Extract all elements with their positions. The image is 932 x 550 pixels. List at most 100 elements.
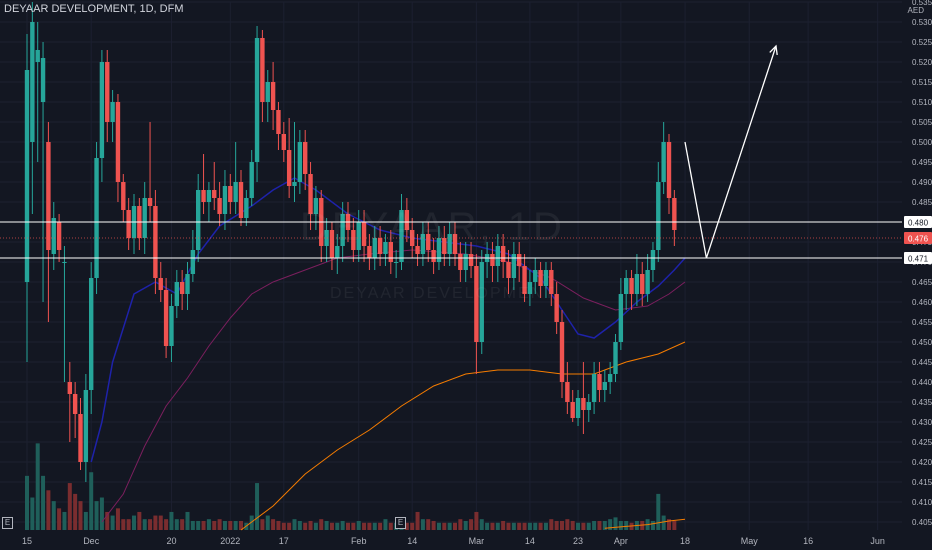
volume-bar	[78, 501, 83, 530]
candle-body	[313, 198, 319, 214]
volume-bar	[602, 520, 607, 530]
candle-body	[661, 142, 666, 182]
earnings-badge[interactable]: E	[395, 517, 406, 529]
volume-bar	[255, 483, 260, 530]
price-tick-label: 0.485	[912, 198, 932, 207]
time-tick-label: Jun	[870, 536, 885, 546]
volume-bar	[94, 501, 99, 530]
volume-bar	[132, 515, 136, 530]
candle-body	[447, 234, 452, 254]
candle-body	[377, 238, 383, 254]
candle-body	[468, 254, 474, 266]
candle-body	[217, 198, 222, 214]
volume-bar	[126, 519, 131, 530]
volume-bar	[570, 520, 575, 530]
symbol-title[interactable]: DEYAAR DEVELOPMENT, 1D, DFM	[4, 3, 184, 15]
volume-bar	[292, 519, 297, 530]
candle-body	[24, 70, 30, 282]
volume-bar	[453, 522, 457, 530]
candle-body	[656, 182, 661, 250]
candle-body	[179, 282, 185, 294]
volume-bar	[661, 515, 666, 530]
candle-body	[549, 270, 554, 294]
candle-body	[270, 82, 276, 110]
candle-body	[67, 382, 72, 394]
candle-body	[393, 262, 399, 263]
volume-bar	[656, 493, 661, 530]
candle-body	[228, 186, 233, 202]
candle-body	[410, 230, 415, 246]
candle-body	[126, 210, 131, 238]
last-price-badge-bg	[904, 232, 932, 244]
volume-bar	[271, 519, 276, 530]
time-tick-label: 20	[166, 536, 176, 546]
price-tick-label: 0.405	[912, 518, 932, 527]
volume-bar	[297, 520, 302, 530]
volume-bar	[158, 515, 163, 530]
candle-body	[121, 182, 126, 210]
candle-body	[640, 274, 645, 294]
candle-body	[276, 110, 281, 134]
volume-bar	[35, 443, 40, 530]
price-tick-label: 0.420	[912, 458, 932, 467]
time-tick-label: 18	[680, 536, 690, 546]
volume-bar	[212, 520, 217, 530]
volume-bar	[196, 520, 201, 530]
price-tick-label: 0.415	[912, 478, 932, 487]
candle-body	[420, 234, 426, 254]
volume-bar	[340, 520, 345, 530]
time-tick-label: 17	[279, 536, 289, 546]
price-tick-label: 0.520	[912, 58, 932, 67]
candle-body	[303, 142, 308, 174]
volume-bar	[608, 519, 613, 530]
last-price-badge: 0.476	[908, 235, 929, 244]
volume-bar	[324, 520, 329, 530]
candle-body	[115, 102, 121, 182]
volume-bar	[404, 522, 409, 530]
volume-bar	[517, 522, 522, 530]
price-axis[interactable]: 0.405 0.410 0.415 0.420 0.425 0.430 0.435 0.440…	[904, 0, 932, 527]
candle-body	[591, 374, 597, 402]
candle-body	[581, 398, 586, 410]
volume-bar	[362, 522, 367, 530]
candle-body	[142, 198, 147, 238]
candle-body	[367, 246, 372, 258]
time-tick-label: Mar	[469, 536, 485, 546]
candle-body	[554, 294, 559, 322]
candle-body	[222, 186, 228, 214]
volume-bar	[319, 519, 324, 530]
volume-bar	[554, 520, 559, 530]
volume-bar	[415, 511, 420, 530]
volume-bar	[190, 520, 195, 530]
volume-bar	[62, 511, 67, 530]
volume-bar	[549, 519, 554, 530]
volume-bar	[51, 501, 56, 530]
earnings-badge[interactable]: E	[2, 517, 13, 529]
candle-body	[361, 222, 367, 246]
time-axis[interactable]: 15 Dec 20 2022 17 Feb 14 Mar 14 23 Apr 18 May 16 Jun	[22, 536, 885, 546]
candle-body	[474, 266, 479, 342]
volume-bar	[99, 497, 104, 530]
candle-body	[506, 262, 511, 278]
volume-bar	[180, 519, 185, 530]
candle-body	[99, 62, 105, 158]
projection-arrow[interactable]	[684, 44, 778, 259]
volume-bar	[565, 519, 570, 530]
time-tick-label: Dec	[83, 536, 100, 546]
volume-bar	[511, 522, 516, 530]
candle-body	[645, 270, 650, 294]
candle-body	[147, 198, 153, 206]
candle-body	[83, 390, 89, 462]
horizontal-levels[interactable]	[0, 221, 902, 259]
volume-bar	[164, 519, 169, 530]
candle-body	[212, 190, 217, 198]
volume-bar	[313, 522, 318, 530]
volume-bar	[560, 520, 564, 530]
volume-bar	[30, 497, 35, 530]
volume-bar	[538, 522, 543, 530]
candle-body	[431, 250, 436, 262]
candle-body	[602, 382, 607, 390]
level-badge-bg	[904, 252, 932, 264]
volume-bar	[25, 475, 29, 530]
